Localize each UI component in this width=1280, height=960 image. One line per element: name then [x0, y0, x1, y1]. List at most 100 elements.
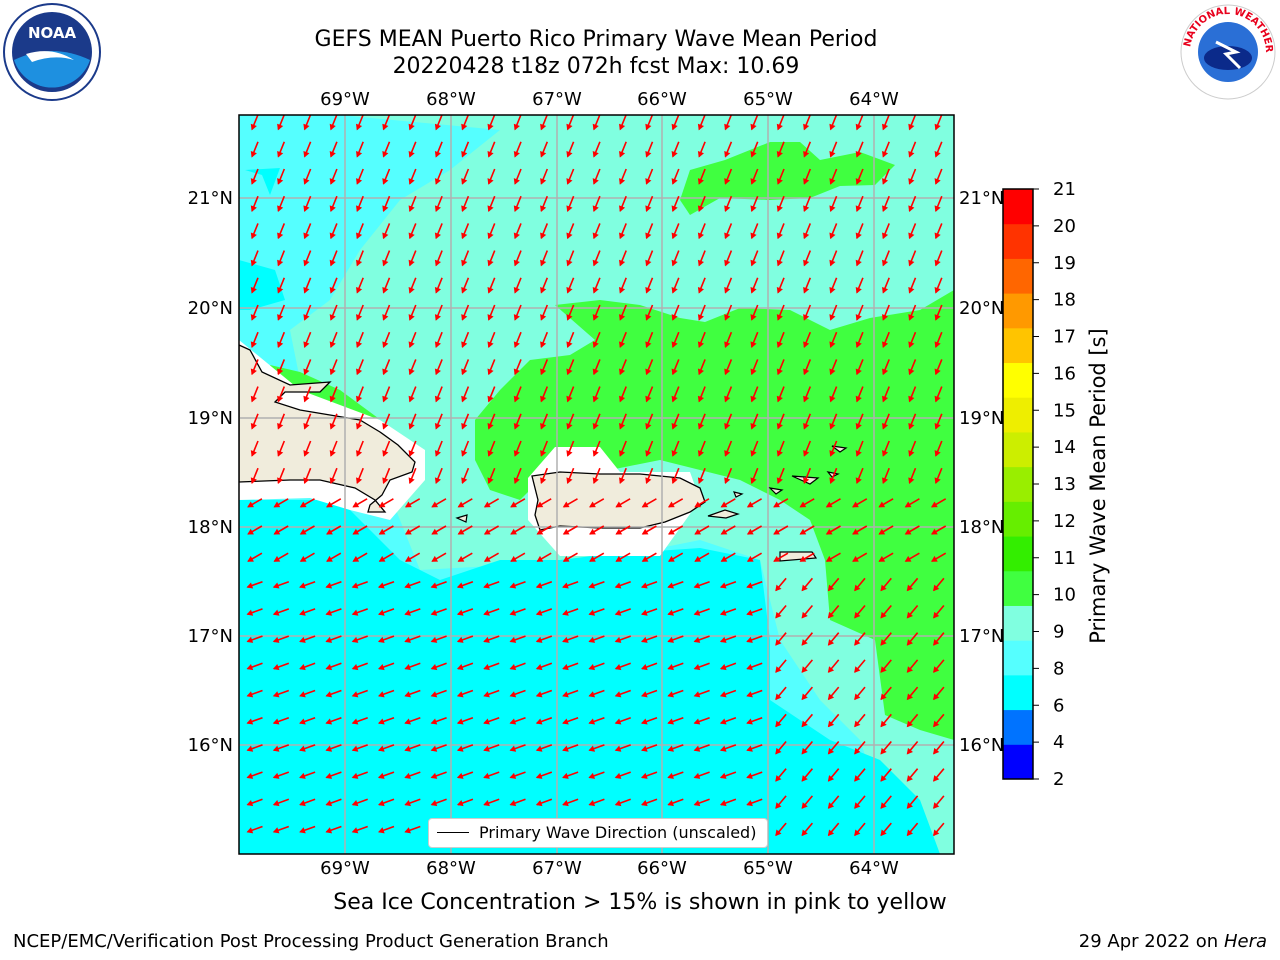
- wave-arrow-head: [645, 341, 652, 348]
- wave-arrow-head: [934, 314, 941, 321]
- wave-arrow-head: [619, 395, 626, 403]
- wave-arrow-head: [829, 341, 836, 348]
- wave-arrow-head: [773, 528, 780, 535]
- wave-arrow-head: [588, 745, 596, 752]
- wave-arrow-head: [250, 178, 257, 185]
- wave-arrow-head: [619, 259, 626, 267]
- wave-arrow-head: [641, 800, 648, 807]
- wave-arrow-head: [645, 477, 652, 484]
- wave-arrow-head: [483, 664, 490, 671]
- wave-arrow-head: [461, 422, 468, 430]
- wave-arrow-head: [378, 800, 385, 807]
- wave-arrow-head: [801, 775, 808, 782]
- wave-arrow-head: [434, 259, 441, 267]
- wave-arrow-head: [456, 691, 464, 698]
- wave-arrow-head: [803, 232, 810, 240]
- wave-arrow-head: [775, 802, 782, 809]
- wave-arrow-head: [693, 745, 701, 752]
- wave-arrow-head: [908, 341, 915, 348]
- wave-arrow-head: [461, 205, 468, 212]
- lat-tick-left: 17°N: [188, 626, 233, 647]
- wave-arrow-head: [456, 609, 464, 616]
- wave-arrow-head: [250, 286, 257, 294]
- wave-arrow-head: [645, 286, 652, 294]
- wave-arrow-head: [641, 664, 648, 671]
- wave-arrow-head: [378, 745, 385, 752]
- wave-arrow-head: [303, 178, 310, 185]
- wave-arrow-head: [880, 829, 887, 837]
- wave-arrow-head: [750, 314, 757, 321]
- wave-arrow-head: [827, 666, 835, 673]
- wave-arrow-head: [933, 802, 940, 809]
- wave-arrow-head: [829, 395, 836, 403]
- wave-arrow-head: [854, 639, 861, 646]
- wave-arrow-head: [487, 205, 494, 212]
- wave-arrow-head: [934, 123, 941, 131]
- wave-arrow-head: [535, 582, 543, 589]
- wave-arrow-head: [510, 501, 517, 508]
- wave-arrow-head: [329, 205, 336, 212]
- wave-arrow-head: [351, 691, 359, 698]
- wave-arrow-head: [299, 555, 307, 562]
- wave-arrow-head: [882, 150, 889, 158]
- wave-arrow-head: [382, 123, 389, 131]
- wave-arrow-head: [619, 368, 626, 376]
- wave-arrow-head: [277, 178, 284, 185]
- wave-arrow-head: [746, 501, 754, 508]
- wave-arrow-head: [934, 422, 941, 430]
- wave-arrow-head: [619, 422, 626, 430]
- wave-arrow-head: [668, 555, 675, 562]
- wave-arrow-head: [803, 368, 810, 376]
- wave-arrow-head: [671, 477, 678, 484]
- colorbar-tick-label: 18: [1053, 290, 1076, 311]
- wave-arrow-head: [724, 232, 731, 240]
- wave-arrow-head: [933, 666, 940, 673]
- lat-tick-left: 19°N: [188, 408, 233, 429]
- wave-arrow-head: [878, 555, 886, 562]
- wave-arrow-head: [880, 775, 887, 782]
- wave-arrow-head: [513, 178, 520, 185]
- wave-arrow-head: [356, 477, 363, 484]
- colorbar-segment: [1003, 397, 1033, 433]
- wave-arrow-head: [880, 802, 887, 809]
- wave-arrow-head: [562, 528, 570, 535]
- wave-arrow-head: [540, 178, 547, 185]
- wave-arrow-head: [882, 341, 889, 348]
- wave-arrow-head: [592, 150, 599, 158]
- wave-arrow-head: [906, 693, 913, 701]
- wave-arrow-head: [592, 123, 599, 131]
- wave-arrow-head: [430, 800, 438, 807]
- wave-arrow-head: [303, 477, 310, 484]
- wave-arrow-head: [694, 555, 702, 562]
- wave-arrow-head: [615, 528, 623, 535]
- wave-arrow-head: [854, 584, 861, 592]
- arrow-legend: Primary Wave Direction (unscaled): [428, 818, 768, 848]
- wave-arrow-head: [724, 178, 731, 185]
- wave-arrow-head: [408, 286, 415, 294]
- wave-arrow-head: [933, 693, 940, 701]
- wave-arrow-head: [746, 691, 753, 698]
- legend-line-icon: [437, 832, 469, 833]
- lon-tick-top: 66°W: [637, 89, 687, 110]
- wave-arrow-head: [589, 528, 596, 535]
- wave-arrow-head: [272, 636, 280, 643]
- wave-arrow-head: [645, 422, 652, 430]
- colorbar-segment: [1003, 570, 1033, 606]
- wave-arrow-head: [382, 477, 389, 484]
- lon-tick-top: 65°W: [743, 89, 793, 110]
- wave-arrow-head: [434, 341, 441, 348]
- wave-arrow-head: [430, 582, 438, 589]
- lon-tick-bottom: 66°W: [637, 858, 687, 879]
- wave-arrow-head: [641, 718, 648, 725]
- wave-arrow-head: [801, 666, 808, 673]
- wave-arrow-head: [645, 259, 652, 267]
- wave-arrow-head: [697, 123, 704, 131]
- wave-arrow-head: [697, 341, 704, 348]
- wave-arrow-head: [408, 205, 415, 212]
- wave-arrow-head: [404, 772, 411, 779]
- wave-arrow-head: [645, 123, 652, 131]
- colorbar-segment: [1003, 293, 1033, 329]
- wave-arrow-head: [614, 745, 622, 752]
- wave-arrow-head: [801, 720, 808, 728]
- wave-arrow-head: [566, 123, 573, 131]
